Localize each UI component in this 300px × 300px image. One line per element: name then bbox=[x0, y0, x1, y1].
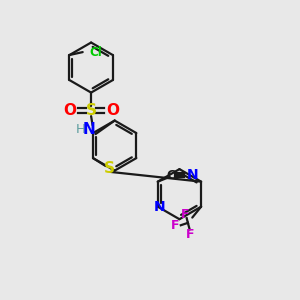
Text: N: N bbox=[83, 122, 95, 137]
Text: Cl: Cl bbox=[89, 46, 102, 59]
Text: F: F bbox=[171, 219, 180, 232]
Text: F: F bbox=[186, 228, 194, 241]
Text: C: C bbox=[167, 169, 176, 182]
Text: S: S bbox=[85, 103, 97, 118]
Text: N: N bbox=[186, 168, 198, 182]
Text: O: O bbox=[106, 103, 119, 118]
Text: N: N bbox=[153, 200, 165, 214]
Text: O: O bbox=[63, 103, 76, 118]
Text: H: H bbox=[75, 124, 85, 136]
Text: F: F bbox=[181, 208, 190, 220]
Text: S: S bbox=[104, 161, 115, 176]
